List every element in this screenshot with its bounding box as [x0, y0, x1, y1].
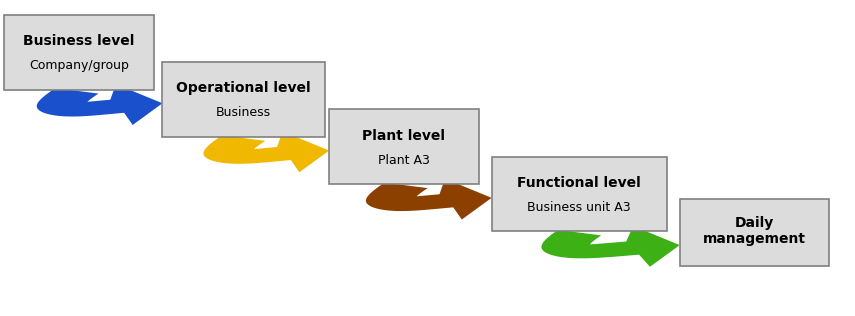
- FancyBboxPatch shape: [4, 15, 154, 89]
- Polygon shape: [37, 84, 162, 125]
- Text: Business: Business: [216, 106, 271, 119]
- FancyBboxPatch shape: [492, 157, 667, 231]
- Text: Plant level: Plant level: [363, 129, 445, 143]
- Text: Company/group: Company/group: [29, 59, 129, 72]
- Text: Daily
management: Daily management: [703, 216, 806, 246]
- FancyBboxPatch shape: [329, 109, 479, 184]
- Text: Operational level: Operational level: [176, 81, 311, 95]
- Text: Functional level: Functional level: [517, 176, 641, 190]
- Text: Plant A3: Plant A3: [378, 154, 430, 167]
- Text: Business unit A3: Business unit A3: [528, 201, 631, 214]
- Polygon shape: [541, 226, 680, 267]
- Polygon shape: [366, 179, 492, 220]
- Text: Business level: Business level: [23, 34, 135, 48]
- FancyBboxPatch shape: [680, 199, 829, 266]
- FancyBboxPatch shape: [162, 62, 325, 137]
- Polygon shape: [203, 131, 329, 172]
